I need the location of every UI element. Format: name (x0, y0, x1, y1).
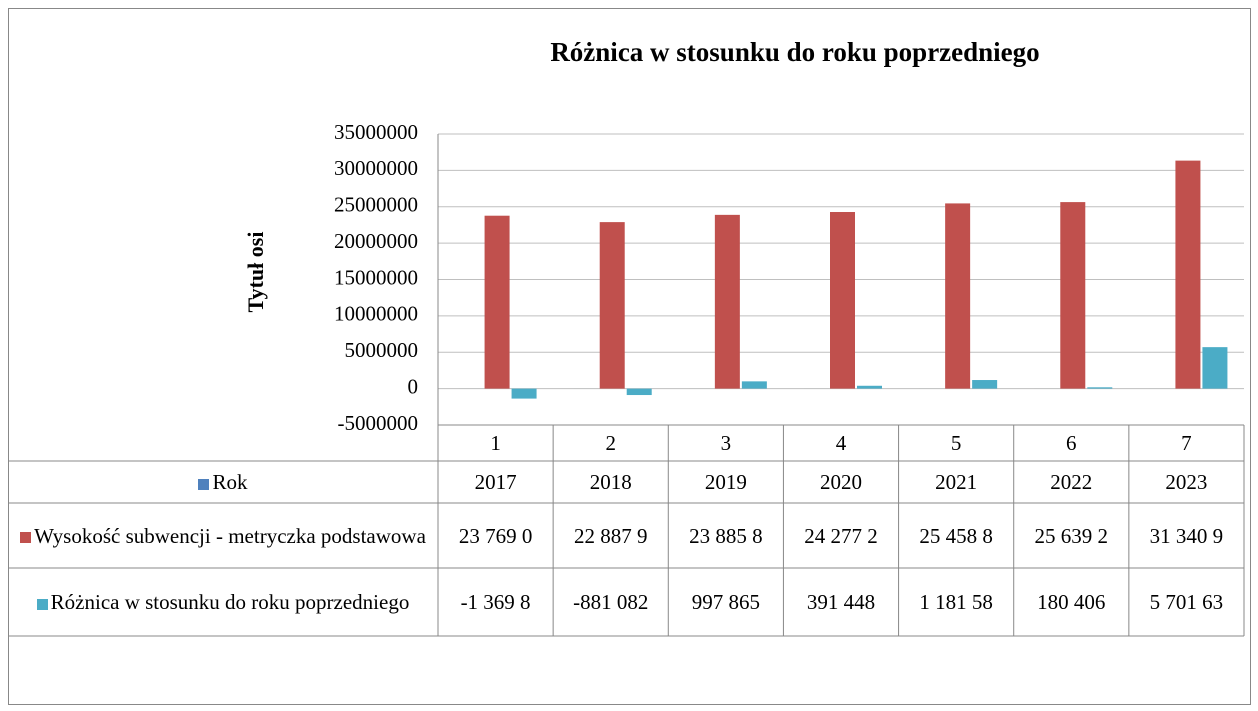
bar (511, 388, 537, 399)
legend-cell: Wysokość subwencji - metryczka podstawow… (12, 503, 434, 568)
y-tick-label: 10000000 (334, 302, 418, 326)
bar (972, 380, 998, 389)
y-tick-label: -5000000 (338, 411, 419, 435)
bar (1175, 160, 1201, 389)
legend-label: Rok (212, 470, 248, 494)
table-value-box: 2023 (1165, 470, 1208, 494)
table-value-box: 23 885 8 (689, 523, 763, 548)
legend-label: Różnica w stosunku do roku poprzedniego (50, 590, 410, 614)
bar (1087, 387, 1113, 389)
table-value: 2021 (935, 470, 978, 494)
table-value-box: 180 406 (1037, 590, 1106, 614)
x-tick-label: 7 (1181, 431, 1192, 455)
bar (626, 388, 652, 396)
legend-cell: Różnica w stosunku do roku poprzedniego (12, 568, 434, 636)
table-value: -1 369 8 (460, 590, 531, 614)
table-value: 180 406 (1037, 590, 1106, 614)
legend-key (20, 532, 32, 544)
table-value-box: 2020 (819, 470, 862, 494)
x-tick-label-box: 5 (950, 431, 962, 455)
y-tick-label: 5000000 (345, 338, 419, 362)
y-tick-label: 20000000 (334, 229, 418, 253)
table-value: 997 865 (691, 590, 760, 614)
legend-cell-box: Wysokość subwencji - metryczka podstawow… (12, 503, 434, 568)
bar (599, 222, 625, 389)
table-value: 391 448 (806, 590, 876, 614)
y-tick-label: 30000000 (334, 156, 418, 180)
x-tick-label-box: 3 (720, 431, 732, 455)
chart-border (8, 8, 1251, 705)
x-tick-label-box: 4 (835, 431, 847, 455)
table-value: 5 701 63 (1149, 590, 1224, 614)
table-value: 31 340 9 (1149, 523, 1224, 548)
y-axis-title: Tytuł osi (243, 232, 268, 313)
table-value-box: 2021 (935, 470, 978, 494)
bar (857, 385, 882, 389)
x-tick-label: 4 (835, 431, 847, 455)
bar (1060, 202, 1086, 389)
legend-entry: Różnica w stosunku do roku poprzedniego (36, 590, 410, 614)
x-tick-label: 1 (490, 431, 501, 455)
chart-title: Różnica w stosunku do roku poprzedniego (550, 37, 1039, 67)
table-value: 1 181 58 (919, 590, 993, 614)
table-value: 2023 (1165, 470, 1208, 494)
bar (714, 214, 740, 389)
table-value-box: 2022 (1050, 470, 1093, 494)
legend-entry: Rok (198, 470, 248, 494)
table-value: -881 082 (573, 590, 649, 614)
table-value: 22 887 9 (573, 523, 648, 548)
bar (945, 203, 971, 389)
x-tick-label: 6 (1066, 431, 1077, 455)
table-value-box: -881 082 (573, 590, 649, 614)
table-value-box: 23 769 0 (458, 523, 533, 548)
y-tick-label: 0 (408, 374, 419, 398)
table-value-box: 2019 (704, 470, 747, 494)
table-value-box: 1 181 58 (919, 590, 993, 614)
legend-entry: Wysokość subwencji - metryczka podstawow… (20, 524, 426, 548)
table-value-box: 31 340 9 (1149, 523, 1224, 548)
table-value: 23 769 0 (458, 523, 533, 548)
bar (830, 212, 855, 389)
table-value-box: 5 701 63 (1149, 590, 1224, 614)
table-value-box: 997 865 (691, 590, 760, 614)
y-tick-label: 15000000 (334, 265, 418, 289)
table-value-box: 2017 (474, 470, 517, 494)
x-tick-label-box: 6 (1066, 431, 1077, 455)
table-value-box: 24 277 2 (804, 523, 878, 548)
table-value-box: 25 458 8 (919, 523, 993, 548)
bar (484, 215, 510, 389)
legend-label: Wysokość subwencji - metryczka podstawow… (34, 523, 426, 548)
table-value: 2020 (819, 470, 862, 494)
legend-cell-box: Rok (12, 461, 434, 503)
table-value: 2017 (474, 470, 517, 494)
table-value-box: 22 887 9 (573, 523, 648, 548)
legend-cell: Rok (12, 461, 434, 503)
table-value: 25 639 2 (1034, 523, 1109, 548)
table-value: 2018 (589, 470, 632, 494)
table-value-box: 391 448 (806, 590, 876, 614)
table-value-box: -1 369 8 (460, 590, 531, 614)
legend-cell-box: Różnica w stosunku do roku poprzedniego (12, 568, 434, 636)
x-tick-label-box: 1 (490, 431, 501, 455)
x-tick-label-box: 2 (605, 431, 616, 455)
y-tick-label: 25000000 (334, 193, 418, 217)
legend-key (36, 598, 48, 610)
bar (1202, 347, 1228, 389)
legend-key (198, 478, 210, 490)
y-tick-label: 35000000 (334, 120, 418, 144)
table-value-box: 2018 (589, 470, 632, 494)
table-value: 2019 (704, 470, 747, 494)
x-tick-label: 3 (720, 431, 732, 455)
table-value: 24 277 2 (804, 523, 878, 548)
table-value-box: 25 639 2 (1034, 523, 1109, 548)
x-tick-label: 5 (950, 431, 962, 455)
x-tick-label: 2 (605, 431, 616, 455)
x-tick-label-box: 7 (1181, 431, 1192, 455)
table-value: 23 885 8 (689, 523, 763, 548)
bar (741, 381, 767, 389)
table-value: 25 458 8 (919, 523, 993, 548)
table-value: 2022 (1050, 470, 1093, 494)
